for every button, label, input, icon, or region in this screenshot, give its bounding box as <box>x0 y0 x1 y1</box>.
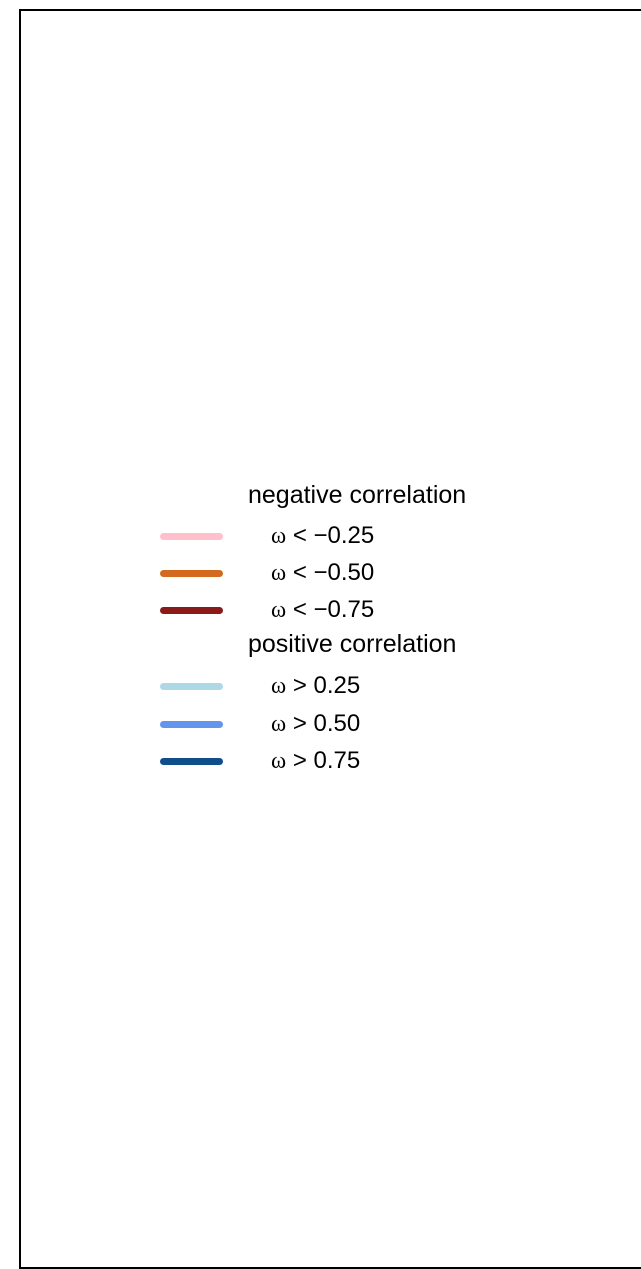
legend-entry-pos-025: ω > 0.25 <box>160 671 460 701</box>
legend-swatch <box>160 570 223 577</box>
omega-symbol: ω <box>271 748 287 773</box>
legend-label: > 0.75 <box>292 747 361 774</box>
legend-entry-neg-075: ω < −0.75 <box>160 595 460 625</box>
legend-swatch <box>160 607 223 614</box>
omega-symbol: ω <box>271 597 287 622</box>
legend-label: > 0.50 <box>292 710 361 737</box>
legend-label: < −0.50 <box>292 559 375 586</box>
legend-heading-negative: negative correlation <box>248 481 467 509</box>
legend-entry-neg-025: ω < −0.25 <box>160 521 460 551</box>
legend-swatch <box>160 758 223 765</box>
legend-label: < −0.75 <box>292 596 375 623</box>
legend-swatch <box>160 533 223 540</box>
omega-symbol: ω <box>271 560 287 585</box>
legend-swatch <box>160 721 223 728</box>
legend-label: < −0.25 <box>292 522 375 549</box>
legend-entry-neg-050: ω < −0.50 <box>160 558 460 588</box>
omega-symbol: ω <box>271 673 287 698</box>
legend-entry-pos-075: ω > 0.75 <box>160 746 460 776</box>
legend-heading-positive: positive correlation <box>248 630 457 658</box>
omega-symbol: ω <box>271 523 287 548</box>
legend-entry-pos-050: ω > 0.50 <box>160 709 460 739</box>
omega-symbol: ω <box>271 711 287 736</box>
legend-swatch <box>160 683 223 690</box>
legend-label: > 0.25 <box>292 672 361 699</box>
